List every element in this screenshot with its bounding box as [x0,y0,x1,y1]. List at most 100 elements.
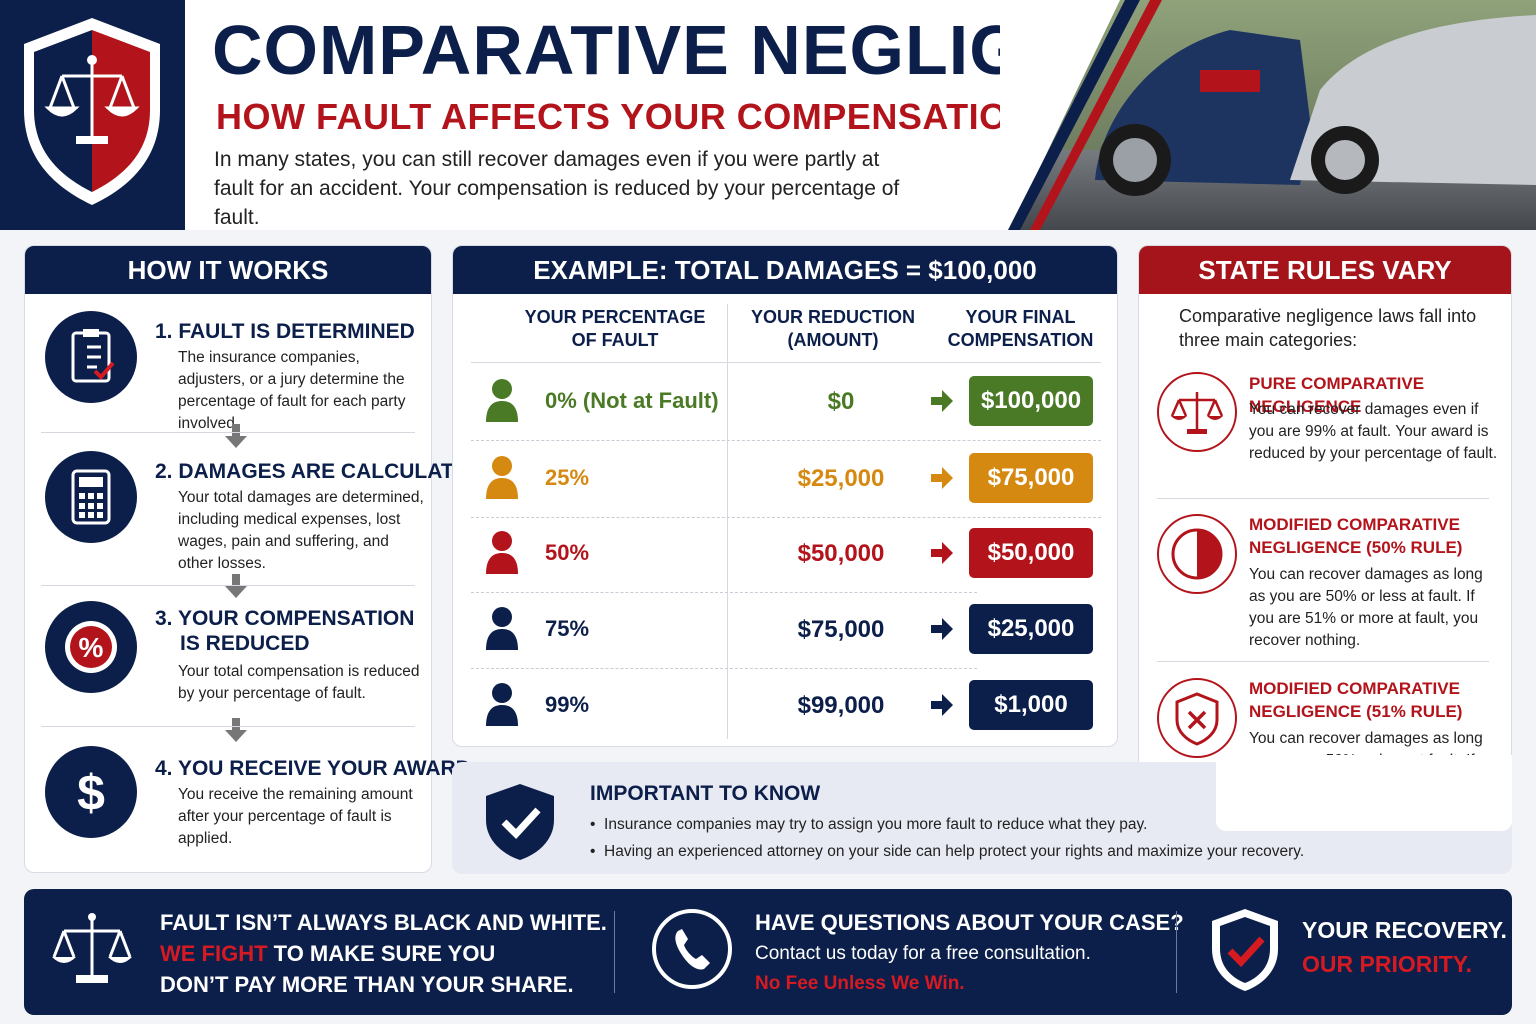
rule-title: MODIFIED COMPARATIVE [1249,515,1460,534]
arrow-down-icon [225,424,247,448]
rule-title-line2: NEGLIGENCE (51% RULE) [1249,702,1463,721]
step-text: You receive the remaining amount after y… [178,786,413,847]
person-icon [485,455,519,499]
step-title: 3. YOUR COMPENSATION [155,607,415,630]
car-accident-photo [1000,0,1536,230]
person-icon [485,682,519,726]
clipboard-icon [45,311,137,403]
calculator-icon [45,451,137,543]
state-rules-card: STATE RULES VARY Comparative negligence … [1138,245,1512,830]
step-text: Your total damages are determined, inclu… [178,489,424,572]
person-icon [485,606,519,650]
rule-text: You can recover damages as long as you a… [1249,566,1483,649]
final-compensation-badge: $25,000 [969,604,1093,654]
column-header-reduction: YOUR REDUCTION (AMOUNT) [750,307,915,350]
footer-divider [1176,911,1177,993]
rule-title: MODIFIED COMPARATIVE [1249,679,1460,698]
footer-recovery: YOUR RECOVERY. [1302,917,1507,943]
how-it-works-card: HOW IT WORKS 1. FAULT IS DETERMINED The … [24,245,483,873]
reduction-amount: $99,000 [797,692,885,719]
table-row: 99% $99,000 $1,000 [471,668,1101,744]
table-row: 0% (Not at Fault) $0 $100,000 [471,364,1101,440]
step-compensation-reduced: % 3. YOUR COMPENSATION IS REDUCED Your t… [25,601,433,711]
table-row: 75% $75,000 $25,000 [471,592,1101,668]
footer-slogan-line1: FAULT ISN’T ALWAYS BLACK AND WHITE. [160,910,607,935]
final-compensation-badge: $75,000 [969,453,1093,503]
footer-cta-title: HAVE QUESTIONS ABOUT YOUR CASE? [755,910,1184,935]
step-title: 2. DAMAGES ARE CALCULATED [155,460,483,483]
rule-title-line2: NEGLIGENCE (50% RULE) [1249,538,1463,557]
example-heading: EXAMPLE: TOTAL DAMAGES = $100,000 [453,246,1117,294]
divider [41,726,415,727]
shield-scales-logo-icon [24,18,160,205]
logo-panel [0,0,185,230]
person-icon [485,530,519,574]
column-header-final: YOUR FINAL COMPENSATION [947,307,1094,350]
scales-icon [1157,372,1237,452]
arrow-right-icon [931,618,953,640]
percent-icon: % [45,601,137,693]
divider [1157,498,1489,499]
divider [1157,661,1489,662]
state-rules-extension [1216,755,1512,831]
person-icon [485,378,519,422]
intro-text: In many states, you can still recover da… [214,148,900,229]
footer-cta-no-fee: No Fee Unless We Win. [755,973,965,994]
row-divider [471,668,977,669]
step-title: 1. FAULT IS DETERMINED [155,320,415,343]
important-bullet-1: • Insurance companies may try to assign … [590,816,1148,833]
step-text: The insurance companies, adjusters, or a… [178,349,406,432]
example-table-card: EXAMPLE: TOTAL DAMAGES = $100,000 YOUR P… [452,245,1118,747]
final-compensation-badge: $1,000 [969,680,1093,730]
divider [41,432,415,433]
important-bullet-2: • Having an experienced attorney on your… [590,843,1305,860]
footer-divider [614,911,615,993]
reduction-amount: $0 [827,388,855,415]
shield-check-icon [1208,905,1282,995]
how-it-works-heading: HOW IT WORKS [25,246,431,294]
scales-of-justice-icon [50,909,134,993]
state-rules-intro: Comparative negligence laws fall into th… [1179,306,1477,350]
row-divider [471,592,977,593]
arrow-down-icon [225,574,247,598]
step-fault-determined: 1. FAULT IS DETERMINED The insurance com… [25,311,433,432]
rule-title: PURE COMPARATIVE NEGLIGENCE [1249,374,1425,416]
reduction-amount: $75,000 [797,616,885,643]
step-text: Your total compensation is reduced by yo… [178,663,420,702]
footer-banner: FAULT ISN’T ALWAYS BLACK AND WHITE. WE F… [24,889,1512,1015]
divider [41,585,415,586]
column-divider [727,304,728,739]
fault-percentage: 0% (Not at Fault) [545,388,719,413]
table-row: 25% $25,000 $75,000 [471,441,1101,517]
rule-text: You can recover damages even if you are … [1249,401,1498,462]
svg-text:$: $ [77,765,105,821]
pie-chart-icon [1157,514,1237,594]
column-header-fault: YOUR PERCENTAGE OF FAULT [524,307,706,350]
arrow-right-icon [931,542,953,564]
footer-slogan-line2: WE FIGHT TO MAKE SURE YOU [160,941,496,966]
arrow-right-icon [931,694,953,716]
row-divider [471,440,1101,441]
state-rules-heading: STATE RULES VARY [1139,246,1511,294]
phone-icon[interactable] [650,907,734,991]
step-receive-award: $ 4. YOU RECEIVE YOUR AWARD You receive … [25,746,471,866]
final-compensation-badge: $100,000 [969,376,1093,426]
table-row: 50% $50,000 $50,000 [471,516,1101,592]
step-title-line2: IS REDUCED [180,632,310,655]
footer-slogan-line3: DON’T PAY MORE THAN YOUR SHARE. [160,972,574,997]
important-heading: IMPORTANT TO KNOW [590,782,821,805]
dollar-icon: $ [45,746,137,838]
header-divider [471,362,1101,363]
arrow-right-icon [931,467,953,489]
reduction-amount: $25,000 [797,465,885,492]
step-damages-calculated: 2. DAMAGES ARE CALCULATED Your total dam… [25,451,483,581]
arrow-down-icon [225,718,247,742]
shield-x-icon [1157,678,1237,758]
svg-text:%: % [79,632,104,663]
footer-cta-text: Contact us today for a free consultation… [755,943,1091,964]
final-compensation-badge: $50,000 [969,528,1093,578]
fault-percentage: 99% [545,692,590,717]
reduction-amount: $50,000 [797,540,885,567]
fault-percentage: 75% [545,616,590,641]
fault-percentage: 25% [545,465,590,490]
